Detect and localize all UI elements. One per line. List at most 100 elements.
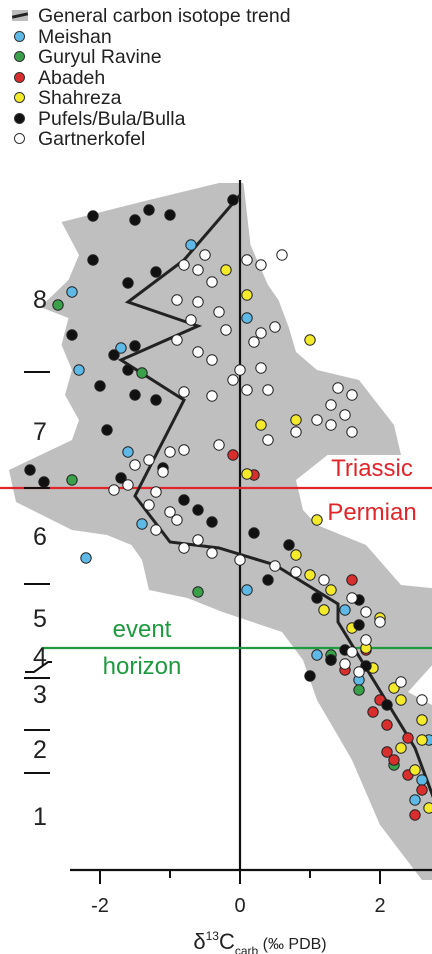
- label-triassic: Triassic: [331, 455, 413, 482]
- point-pufels-bula-bulla: [227, 194, 239, 206]
- point-gartnerkofel: [255, 362, 267, 374]
- point-gartnerkofel: [171, 334, 183, 346]
- point-meishan: [80, 552, 92, 564]
- point-meishan: [339, 604, 351, 616]
- point-abadeh: [381, 719, 393, 731]
- point-gartnerkofel: [178, 542, 190, 554]
- zone-number-2: 2: [33, 736, 47, 764]
- legend-item-4: Shahreza: [12, 88, 291, 109]
- zone-separator-bent: [25, 661, 52, 673]
- point-gartnerkofel: [220, 324, 232, 336]
- point-pufels-bula-bulla: [164, 209, 176, 221]
- point-gartnerkofel: [311, 414, 323, 426]
- point-gartnerkofel: [234, 364, 246, 376]
- legend-item-1: Meishan: [12, 25, 291, 48]
- zone-number-6: 6: [33, 523, 47, 551]
- point-gartnerkofel: [248, 336, 260, 348]
- point-abadeh: [416, 784, 428, 796]
- x-axis-title: δ13Ccarb (‰ PDB): [193, 929, 326, 954]
- point-gartnerkofel: [178, 444, 190, 456]
- point-gartnerkofel: [178, 386, 190, 398]
- point-gartnerkofel: [206, 276, 218, 288]
- point-gartnerkofel: [339, 409, 351, 421]
- annotations: Triassic Permian event horizon: [103, 455, 417, 680]
- point-abadeh: [409, 809, 421, 821]
- point-gartnerkofel: [171, 514, 183, 526]
- point-pufels-bula-bulla: [325, 654, 337, 666]
- point-pufels-bula-bulla: [353, 619, 365, 631]
- point-gartnerkofel: [150, 486, 162, 498]
- point-abadeh: [227, 449, 239, 461]
- legend-item-6: Gartnerkofel: [12, 129, 291, 150]
- point-shahreza: [290, 414, 302, 426]
- point-gartnerkofel: [262, 384, 274, 396]
- point-gartnerkofel: [178, 259, 190, 271]
- point-gartnerkofel: [290, 566, 302, 578]
- point-shahreza: [416, 734, 428, 746]
- point-pufels-bula-bulla: [381, 699, 393, 711]
- point-gartnerkofel: [206, 547, 218, 559]
- point-shahreza: [241, 289, 253, 301]
- point-pufels-bula-bulla: [143, 204, 155, 216]
- point-shahreza: [255, 419, 267, 431]
- point-pufels-bula-bulla: [87, 210, 99, 222]
- point-gartnerkofel: [213, 439, 225, 451]
- point-shahreza: [290, 549, 302, 561]
- point-gartnerkofel: [164, 506, 176, 518]
- point-pufels-bula-bulla: [108, 349, 120, 361]
- point-pufels-bula-bulla: [150, 266, 162, 278]
- point-gartnerkofel: [206, 390, 218, 402]
- point-gartnerkofel: [206, 354, 218, 366]
- legend-label: Meishan: [38, 25, 112, 48]
- point-gartnerkofel: [346, 389, 358, 401]
- point-pufels-bula-bulla: [24, 464, 36, 476]
- point-abadeh: [346, 574, 358, 586]
- point-pufels-bula-bulla: [129, 340, 141, 352]
- point-meishan: [241, 312, 253, 324]
- point-gartnerkofel: [360, 634, 372, 646]
- point-guryul-ravine: [192, 586, 204, 598]
- legend-label: General carbon isotope trend: [38, 5, 291, 27]
- point-gartnerkofel: [241, 254, 253, 266]
- point-gartnerkofel: [192, 264, 204, 276]
- point-gartnerkofel: [157, 466, 169, 478]
- point-gartnerkofel: [129, 459, 141, 471]
- point-gartnerkofel: [143, 454, 155, 466]
- point-pufels-bula-bulla: [122, 277, 134, 289]
- point-gartnerkofel: [164, 446, 176, 458]
- point-shahreza: [395, 742, 407, 754]
- point-pufels-bula-bulla: [115, 472, 127, 484]
- legend-label: Pufels/Bula/Bulla: [38, 107, 186, 130]
- point-gartnerkofel: [374, 616, 386, 628]
- point-gartnerkofel: [241, 384, 253, 396]
- point-meishan: [241, 584, 253, 596]
- label-horizon: horizon: [103, 653, 182, 680]
- point-meishan: [311, 649, 323, 661]
- point-pufels-bula-bulla: [94, 380, 106, 392]
- point-gartnerkofel: [199, 249, 211, 261]
- zone-number-3: 3: [33, 681, 47, 709]
- point-gartnerkofel: [325, 399, 337, 411]
- point-meishan: [122, 446, 134, 458]
- point-shahreza: [311, 514, 323, 526]
- legend: General carbon isotope trend Meishan Guryu…: [12, 6, 291, 150]
- point-pufels-bula-bulla: [66, 329, 78, 341]
- point-pufels-bula-bulla: [262, 574, 274, 586]
- point-pufels-bula-bulla: [101, 424, 113, 436]
- point-gartnerkofel: [227, 374, 239, 386]
- point-pufels-bula-bulla: [206, 516, 218, 528]
- point-gartnerkofel: [269, 560, 281, 572]
- point-gartnerkofel: [262, 434, 274, 446]
- point-meishan: [416, 774, 428, 786]
- point-meishan: [185, 239, 197, 251]
- point-gartnerkofel: [143, 499, 155, 511]
- point-gartnerkofel: [346, 592, 358, 604]
- point-pufels-bula-bulla: [87, 254, 99, 266]
- point-pufels-bula-bulla: [178, 494, 190, 506]
- point-gartnerkofel: [318, 574, 330, 586]
- point-meishan: [115, 342, 127, 354]
- point-pufels-bula-bulla: [192, 504, 204, 516]
- point-gartnerkofel: [346, 426, 358, 438]
